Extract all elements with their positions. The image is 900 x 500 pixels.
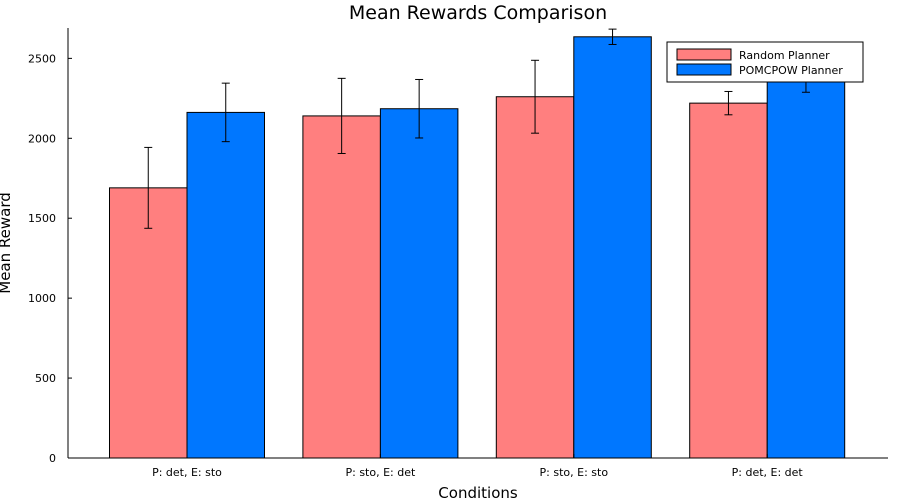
legend-swatch [676,48,732,61]
bar-pomcpow-4 [766,77,846,459]
chart-title: Mean Rewards Comparison [349,2,607,24]
bar-pomcpow-2 [379,108,459,459]
legend-label: Random Planner [739,49,830,62]
x-ticks-group: P: det, E: sto P: sto, E: det P: sto, E: s… [152,454,803,479]
x-tick-label: P: sto, E: det [345,466,416,479]
error-bars-group [144,28,810,229]
bar-pomcpow-1 [186,111,265,459]
legend: Random Planner POMCPOW Planner [666,41,864,83]
bars-group [109,36,846,459]
y-tick-label: 2000 [28,132,56,145]
y-tick-label: 500 [35,372,56,385]
y-ticks-group: 0 500 1000 1500 2000 2500 [28,52,72,465]
bar-random-1 [109,187,188,459]
y-tick-label: 1500 [28,212,56,225]
y-tick-label: 1000 [28,292,56,305]
bar-random-4 [689,102,768,459]
x-tick-label: P: det, E: det [732,466,804,479]
legend-swatch [676,63,732,76]
bar-random-3 [495,96,575,459]
x-tick-label: P: sto, E: sto [540,466,609,479]
bar-random-2 [302,115,381,459]
legend-label: POMCPOW Planner [739,64,843,77]
y-tick-label: 2500 [28,52,56,65]
bar-pomcpow-3 [573,36,652,459]
y-axis-label: Mean Reward [0,192,14,294]
x-axis-label: Conditions [438,484,518,500]
y-tick-label: 0 [49,452,56,465]
x-tick-label: P: det, E: sto [152,466,222,479]
